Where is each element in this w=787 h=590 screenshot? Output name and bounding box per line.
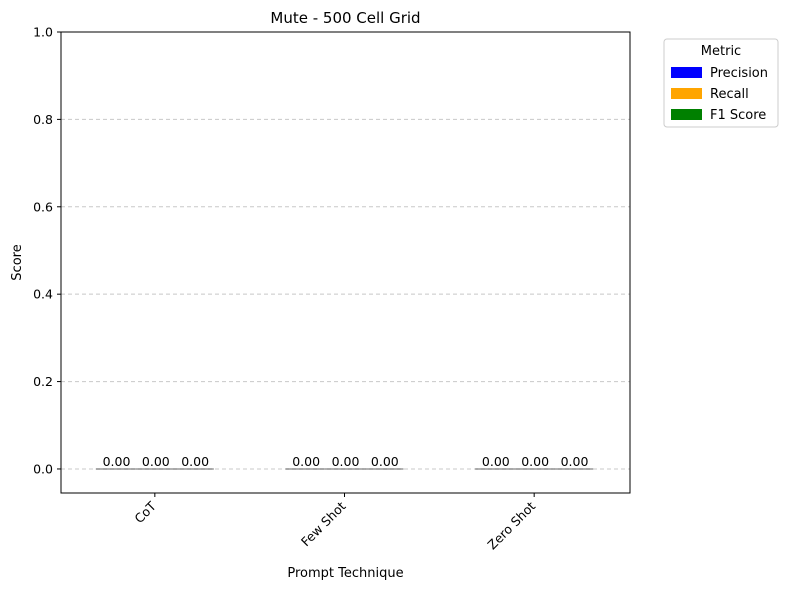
y-tick-label: 1.0 [33, 25, 53, 40]
data-labels: 0.00 0.00 0.00 0.00 0.00 0.00 0.00 0.00 0.00 [103, 454, 589, 469]
y-tick-label: 0.6 [33, 199, 53, 214]
x-axis-label: Prompt Technique [287, 566, 403, 581]
legend-swatch-recall [671, 88, 702, 99]
legend-label: Precision [710, 66, 768, 81]
chart-title: Mute - 500 Cell Grid [270, 9, 420, 27]
legend-box [663, 38, 779, 128]
legend: Metric Precision Recall F1 Score [663, 38, 779, 128]
y-tick-label: 0.8 [33, 112, 53, 127]
y-tick-label: 0.0 [33, 461, 53, 476]
legend-title: Metric [701, 44, 741, 59]
data-label: 0.00 [181, 454, 209, 469]
x-tick-label: Zero Shot [484, 498, 538, 552]
data-label: 0.00 [142, 454, 170, 469]
y-tick-label: 0.4 [33, 287, 53, 302]
legend-label: F1 Score [710, 108, 766, 123]
data-label: 0.00 [561, 454, 589, 469]
data-label: 0.00 [482, 454, 510, 469]
y-axis: 0.0 0.2 0.4 0.6 0.8 1.0 [33, 25, 61, 476]
data-label: 0.00 [103, 454, 131, 469]
data-label: 0.00 [371, 454, 399, 469]
data-label: 0.00 [521, 454, 549, 469]
legend-swatch-f1-score [671, 109, 702, 120]
y-axis-label: Score [10, 244, 25, 280]
legend-swatch-precision [671, 67, 702, 78]
y-tick-label: 0.2 [33, 374, 53, 389]
data-label: 0.00 [292, 454, 320, 469]
data-label: 0.00 [332, 454, 360, 469]
x-tick-label: CoT [131, 498, 159, 526]
plot-area-frame [60, 31, 631, 494]
x-axis: CoT Few Shot Zero Shot [131, 493, 538, 552]
legend-label: Recall [710, 87, 749, 102]
y-gridlines [61, 118, 630, 470]
x-tick-label: Few Shot [298, 498, 349, 549]
